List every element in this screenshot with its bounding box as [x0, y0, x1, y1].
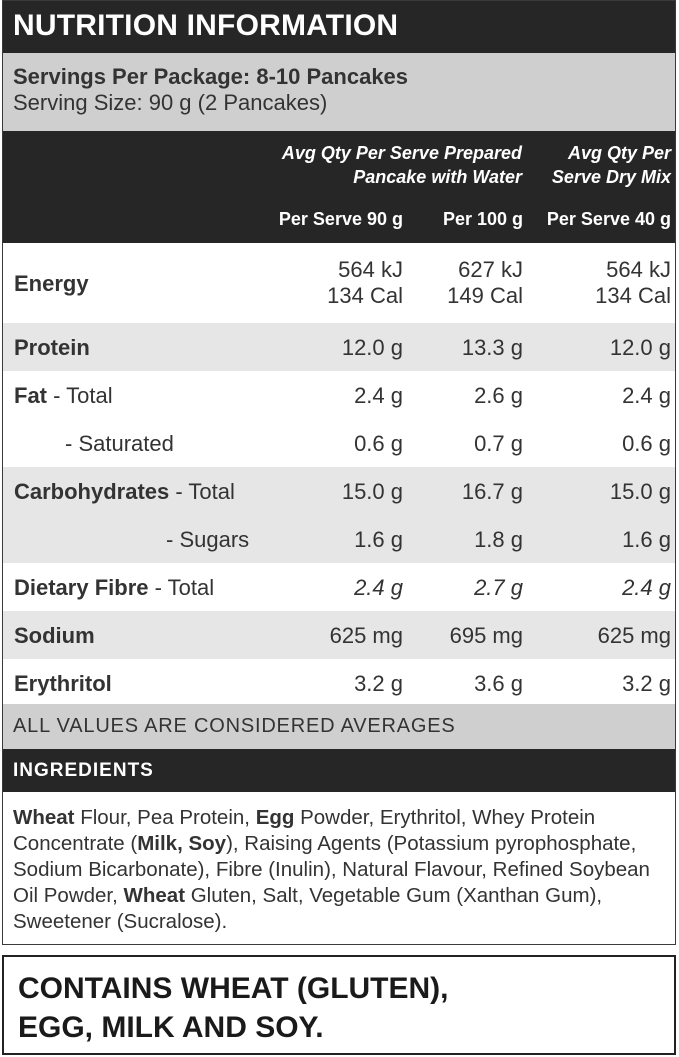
- col-per-serve-40: Per Serve 40 g: [546, 209, 671, 229]
- protein-col2: 13.3 g: [461, 335, 523, 360]
- col-per-100: Per 100 g: [442, 209, 523, 229]
- saturated-col1: 0.6 g: [354, 431, 403, 456]
- energy-col3: 564 kJ 134 Cal: [595, 257, 671, 308]
- label-carbs: Carbohydrates: [14, 479, 170, 504]
- row-protein: Protein 12.0 g 13.3 g 12.0 g: [3, 323, 675, 371]
- row-sodium: Sodium 625 mg 695 mg 625 mg: [3, 611, 675, 659]
- row-energy: Energy 564 kJ 134 Cal 627 kJ 149 Cal 564 k…: [3, 243, 675, 323]
- sugars-col1: 1.6 g: [354, 527, 403, 552]
- erythritol-col2: 3.6 g: [474, 671, 523, 696]
- sugars-col3: 1.6 g: [622, 527, 671, 552]
- dry-mix-heading: Avg Qty Per Serve Dry Mix: [551, 143, 671, 187]
- row-erythritol: Erythritol 3.2 g 3.6 g 3.2 g: [3, 659, 675, 707]
- sodium-col3: 625 mg: [597, 623, 671, 648]
- row-fat-saturated: - Saturated 0.6 g 0.7 g 0.6 g: [3, 419, 675, 467]
- sugars-col2: 1.8 g: [474, 527, 523, 552]
- energy-col2: 627 kJ 149 Cal: [447, 257, 523, 308]
- row-fibre: Dietary Fibre - Total 2.4 g 2.7 g 2.4 g: [3, 563, 675, 611]
- saturated-col2: 0.7 g: [474, 431, 523, 456]
- label-fibre-suffix: - Total: [148, 575, 215, 600]
- label-carbs-suffix: - Total: [169, 479, 235, 504]
- erythritol-col1: 3.2 g: [354, 671, 403, 696]
- label-fibre: Dietary Fibre: [14, 575, 149, 600]
- prepared-heading: Avg Qty Per Serve Prepared Pancake with …: [281, 143, 522, 187]
- serving-size: Serving Size: 90 g (2 Pancakes): [13, 90, 328, 115]
- sodium-col2: 695 mg: [449, 623, 523, 648]
- label-protein: Protein: [14, 335, 90, 360]
- erythritol-col3: 3.2 g: [622, 671, 671, 696]
- protein-col1: 12.0 g: [341, 335, 403, 360]
- fibre-col1: 2.4 g: [354, 575, 403, 600]
- fat-col3: 2.4 g: [622, 383, 671, 408]
- label-energy: Energy: [14, 271, 89, 296]
- row-carbs-sugars: - Sugars 1.6 g 1.8 g 1.6 g: [3, 515, 675, 563]
- protein-col3: 12.0 g: [609, 335, 671, 360]
- servings-section: Servings Per Package: 8-10 Pancakes Serv…: [3, 53, 675, 131]
- ingredients-text: Wheat Flour, Pea Protein, Egg Powder, Er…: [13, 806, 650, 933]
- row-carbs-total: Carbohydrates - Total 15.0 g 16.7 g 15.0…: [3, 467, 675, 515]
- nutrient-table: Energy 564 kJ 134 Cal 627 kJ 149 Cal 564 k…: [3, 243, 675, 707]
- saturated-col3: 0.6 g: [622, 431, 671, 456]
- allergen-line-2: EGG, MILK AND SOY.: [18, 1011, 324, 1044]
- label-saturated: - Saturated: [65, 431, 174, 456]
- carbs-col1: 15.0 g: [341, 479, 403, 504]
- panel-title: NUTRITION INFORMATION: [3, 1, 675, 53]
- carbs-col3: 15.0 g: [609, 479, 671, 504]
- row-fat-total: Fat - Total 2.4 g 2.6 g 2.4 g: [3, 371, 675, 419]
- servings-per-package: Servings Per Package: 8-10 Pancakes: [13, 64, 409, 89]
- sodium-col1: 625 mg: [329, 623, 403, 648]
- allergen-line-1: CONTAINS WHEAT (GLUTEN),: [18, 972, 449, 1005]
- column-header: Avg Qty Per Serve Prepared Pancake with …: [3, 131, 675, 243]
- ingredients-heading: INGREDIENTS: [3, 749, 675, 792]
- fibre-col2: 2.7 g: [474, 575, 523, 600]
- allergen-statement: CONTAINS WHEAT (GLUTEN), EGG, MILK AND S…: [2, 955, 676, 1055]
- label-sugars: - Sugars: [166, 527, 250, 552]
- fat-col2: 2.6 g: [474, 383, 523, 408]
- label-fat: Fat: [14, 383, 47, 408]
- averages-note: ALL VALUES ARE CONSIDERED AVERAGES: [3, 704, 675, 749]
- label-sodium: Sodium: [14, 623, 95, 648]
- fibre-col3: 2.4 g: [622, 575, 671, 600]
- carbs-col2: 16.7 g: [461, 479, 523, 504]
- nutrition-panel: NUTRITION INFORMATION Servings Per Packa…: [2, 0, 676, 945]
- energy-col1: 564 kJ 134 Cal: [327, 257, 403, 308]
- label-fat-suffix: - Total: [47, 383, 113, 408]
- label-erythritol: Erythritol: [14, 671, 112, 696]
- fat-col1: 2.4 g: [354, 383, 403, 408]
- col-per-serve-90: Per Serve 90 g: [278, 209, 403, 229]
